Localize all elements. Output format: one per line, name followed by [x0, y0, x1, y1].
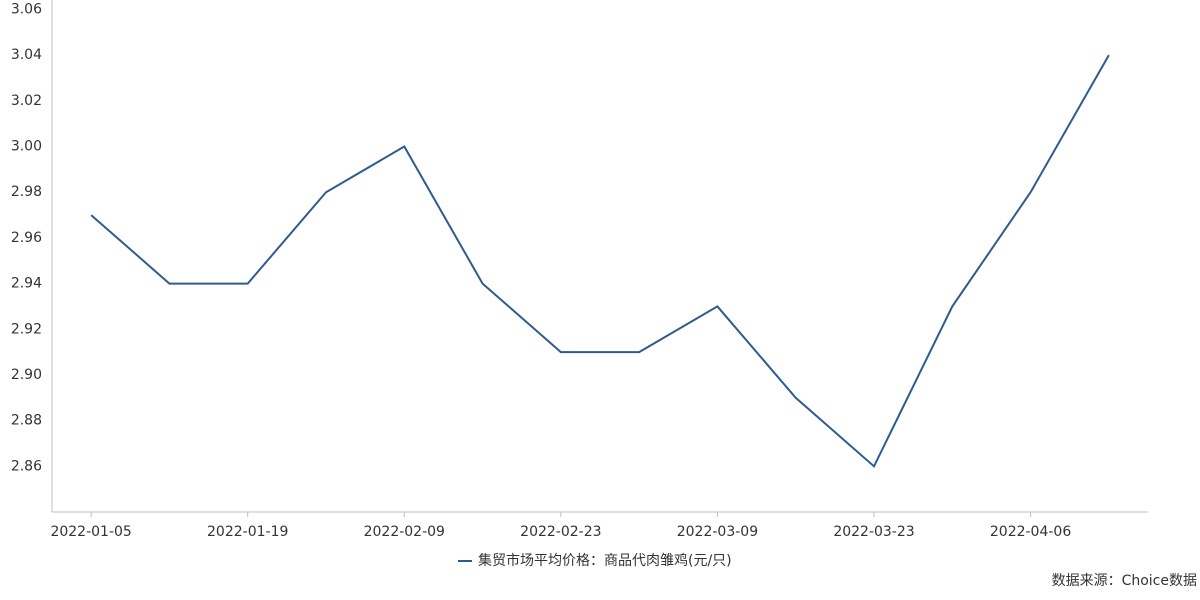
- x-tick-label: 2022-01-19: [207, 524, 288, 540]
- y-tick-label: 3.06: [11, 2, 42, 18]
- y-tick-label: 2.86: [11, 458, 42, 474]
- y-tick-label: 3.04: [11, 47, 42, 63]
- x-tick-label: 2022-02-09: [364, 524, 445, 540]
- x-tick-label: 2022-02-23: [520, 524, 601, 540]
- y-tick-label: 2.92: [11, 321, 42, 337]
- legend-label: 集贸市场平均价格：商品代肉雏鸡(元/只): [478, 552, 732, 569]
- data-line: [90, 54, 1110, 468]
- source-note: 数据来源：Choice数据: [1052, 573, 1197, 589]
- y-tick-label: 2.98: [11, 184, 42, 200]
- x-tick-label: 2022-01-05: [50, 524, 131, 540]
- y-tick-label: 3.00: [11, 139, 42, 155]
- x-tick-label: 2022-03-23: [833, 524, 914, 540]
- y-tick-label: 3.02: [11, 93, 42, 109]
- y-tick-label: 2.96: [11, 230, 42, 246]
- y-tick-label: 2.90: [11, 367, 42, 383]
- y-tick-label: 2.94: [11, 276, 42, 292]
- x-tick-label: 2022-04-06: [990, 524, 1071, 540]
- x-tick-label: 2022-03-09: [677, 524, 758, 540]
- y-tick-label: 2.88: [11, 413, 42, 429]
